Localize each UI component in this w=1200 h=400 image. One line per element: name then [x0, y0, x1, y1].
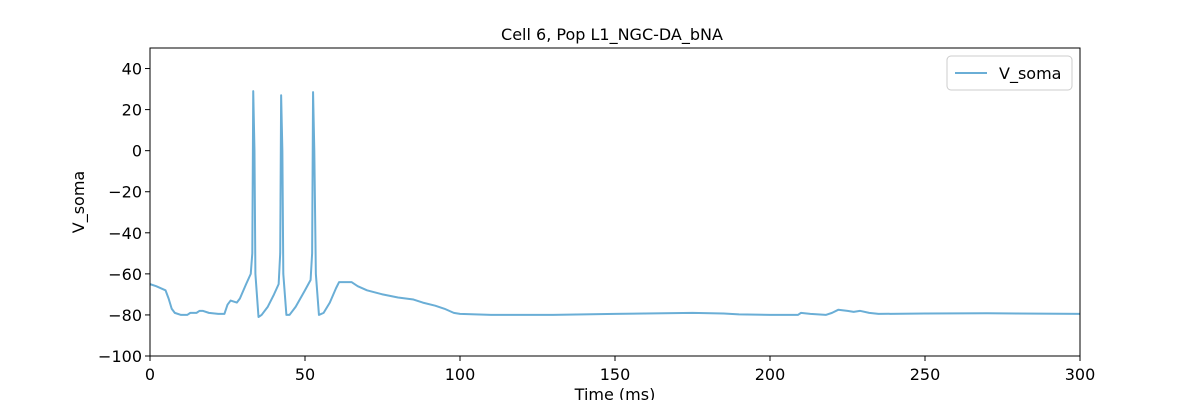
- legend-label: V_soma: [999, 64, 1061, 84]
- chart-title: Cell 6, Pop L1_NGC-DA_bNA: [501, 25, 723, 45]
- x-tick-label: 150: [600, 365, 631, 384]
- y-tick-label: −80: [108, 306, 142, 325]
- x-tick-label: 250: [910, 365, 941, 384]
- y-tick-label: 40: [122, 60, 142, 79]
- legend-box: [946, 55, 1073, 91]
- y-tick-label: 0: [132, 142, 142, 161]
- y-axis-label: V_soma: [69, 171, 89, 233]
- y-tick-label: −60: [108, 265, 142, 284]
- x-tick-label: 300: [1065, 365, 1096, 384]
- x-tick-label: 0: [145, 365, 155, 384]
- y-tick-label: 20: [122, 101, 142, 120]
- y-tick-label: −40: [108, 224, 142, 243]
- data-line: [149, 90, 1081, 318]
- y-tick-label: −100: [98, 347, 142, 366]
- y-tick-label: −20: [108, 183, 142, 202]
- plot-frame: [149, 47, 1081, 357]
- x-tick-label: 100: [445, 365, 476, 384]
- x-tick-label: 50: [295, 365, 315, 384]
- x-tick-label: 200: [755, 365, 786, 384]
- x-axis-label: Time (ms): [574, 385, 656, 400]
